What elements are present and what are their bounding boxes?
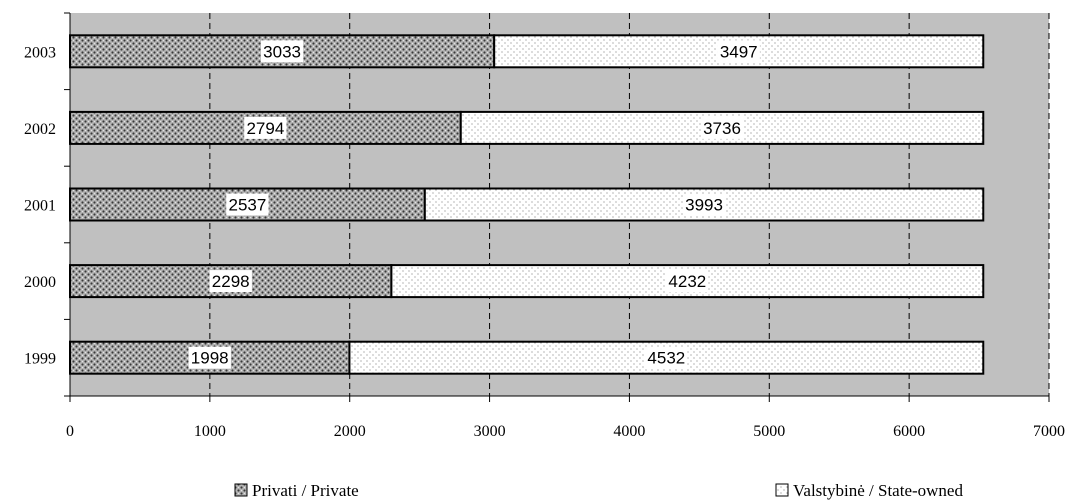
data-label-bg: [260, 40, 304, 63]
x-tick-label: 6000: [893, 423, 925, 440]
y-tick-label: 2002: [24, 121, 56, 138]
data-label: 2537: [228, 196, 266, 215]
y-tick-label: 1999: [24, 351, 56, 368]
data-label-bg: [700, 116, 744, 139]
x-tick-label: 7000: [1033, 423, 1065, 440]
data-labels: 1998 4532 2298 4232 2537 3993 2794 3736 3033 3497: [188, 40, 760, 369]
data-label-bg: [209, 270, 252, 293]
legend: Privati / Private Valstybinė / State-owne…: [234, 481, 963, 500]
legend-swatch: [234, 483, 248, 497]
legend-label: Privati / Private: [252, 481, 359, 500]
y-tick-label: 2000: [24, 274, 56, 291]
data-label: 4232: [668, 272, 706, 291]
data-label: 3993: [685, 196, 723, 215]
x-tick-label: 0: [66, 423, 74, 440]
tick-labels: 0 1000 2000 3000 4000 5000 6000 7000 1999 2000 200…: [24, 44, 1065, 440]
data-label-bg: [226, 193, 269, 216]
x-tick-label: 2000: [334, 423, 366, 440]
axes: [64, 12, 1050, 402]
x-tick-label: 4000: [613, 423, 645, 440]
data-label: 3033: [263, 42, 301, 61]
legend-swatch: [775, 483, 789, 497]
y-tick-label: 2003: [24, 44, 56, 61]
data-label-bg: [188, 346, 231, 369]
x-tick-label: 3000: [474, 423, 506, 440]
data-label: 3497: [720, 42, 758, 61]
y-tick-label: 2001: [24, 198, 56, 215]
x-tick-label: 5000: [753, 423, 785, 440]
data-label: 3736: [703, 119, 741, 138]
data-label-bg: [717, 40, 760, 63]
data-label-bg: [682, 193, 726, 216]
data-label: 2298: [212, 272, 250, 291]
data-label-bg: [645, 346, 688, 369]
x-tick-label: 1000: [194, 423, 226, 440]
data-label-bg: [244, 116, 287, 139]
data-label: 4532: [647, 349, 685, 368]
data-label-bg: [666, 270, 709, 293]
legend-label: Valstybinė / State-owned: [793, 481, 963, 500]
data-label: 1998: [191, 349, 229, 368]
data-label: 2794: [246, 119, 284, 138]
